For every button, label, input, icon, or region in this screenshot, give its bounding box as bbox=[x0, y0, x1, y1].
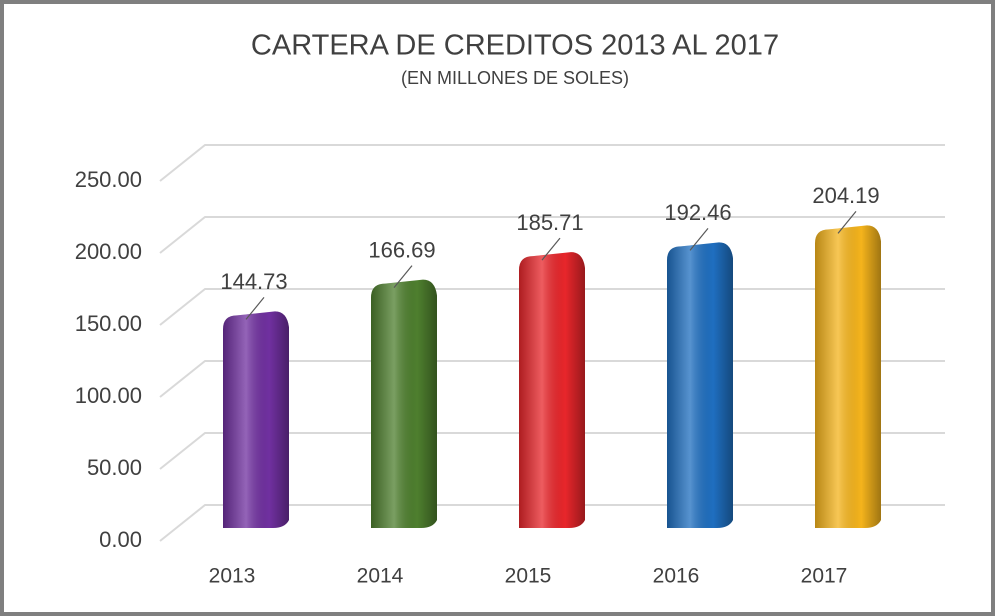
leader-line bbox=[245, 297, 265, 320]
x-tick-label: 2017 bbox=[801, 565, 848, 588]
grid-line bbox=[159, 144, 945, 182]
data-label: 144.73 bbox=[220, 269, 287, 294]
y-tick-label: 200.00 bbox=[75, 239, 142, 264]
grid-line bbox=[159, 216, 945, 254]
y-tick-label: 150.00 bbox=[75, 311, 142, 336]
bar-shading bbox=[815, 225, 881, 528]
bar-shading bbox=[371, 279, 437, 528]
data-label: 166.69 bbox=[368, 237, 435, 262]
x-tick-label: 2015 bbox=[505, 565, 552, 588]
data-label: 204.19 bbox=[812, 183, 879, 208]
bar-shading bbox=[667, 242, 733, 528]
x-tick-label: 2013 bbox=[209, 565, 256, 588]
y-tick-label: 0.00 bbox=[99, 527, 142, 552]
leader-line bbox=[837, 210, 857, 234]
bar-shading bbox=[519, 252, 585, 528]
bar-shading bbox=[223, 311, 289, 528]
y-tick-label: 100.00 bbox=[75, 383, 142, 408]
x-tick-label: 2016 bbox=[653, 565, 700, 588]
y-tick-label: 50.00 bbox=[87, 455, 142, 480]
chart-subtitle: (EN MILLONES DE SOLES) bbox=[401, 68, 629, 88]
data-label: 185.71 bbox=[516, 210, 583, 235]
y-tick-label: 250.00 bbox=[75, 167, 142, 192]
data-label: 192.46 bbox=[664, 200, 731, 225]
x-tick-label: 2014 bbox=[357, 565, 404, 588]
leader-line bbox=[393, 265, 413, 289]
leader-line bbox=[689, 227, 709, 251]
chart-title: CARTERA DE CREDITOS 2013 AL 2017 bbox=[251, 30, 779, 62]
leader-line bbox=[541, 237, 561, 261]
